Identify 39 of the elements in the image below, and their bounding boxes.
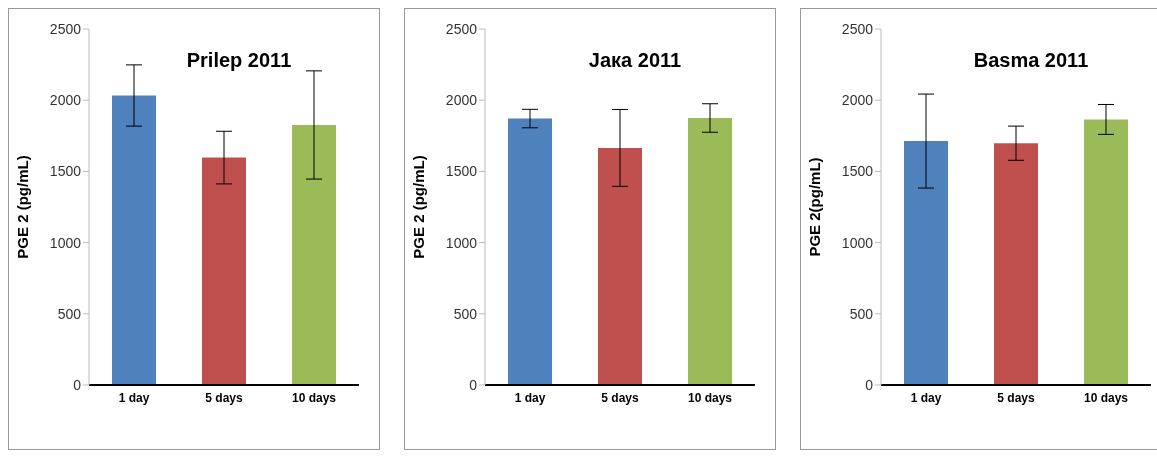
y-tick-label: 2500 — [49, 20, 82, 37]
bar — [688, 118, 732, 385]
y-tick-label: 0 — [865, 376, 874, 393]
y-axis-title: PGE 2 (pg/mL) — [410, 155, 428, 259]
bar — [112, 95, 156, 385]
y-tick-label: 1000 — [841, 234, 874, 251]
y-tick-label: 0 — [469, 376, 478, 393]
text: Prilep 2011 — [185, 49, 293, 72]
y-tick-label: 2500 — [445, 20, 478, 37]
text: Basma 2011 — [972, 49, 1090, 72]
y-tick-label: 500 — [453, 305, 478, 322]
y-tick-label: 2500 — [841, 20, 874, 37]
x-tick-label: 10 days — [687, 390, 733, 405]
x-tick-label: 5 days — [205, 390, 244, 405]
y-tick-label: 2000 — [49, 92, 82, 109]
y-tick-label: 1500 — [841, 163, 874, 180]
bar — [292, 124, 336, 385]
y-axis-title: PGE 2(pg/mL) — [806, 157, 824, 257]
x-tick-label: 5 days — [601, 390, 640, 405]
y-tick-label: 1000 — [445, 234, 478, 251]
bar — [202, 157, 246, 385]
y-axis-title: PGE 2 (pg/mL) — [14, 155, 32, 259]
y-tick-label: 1500 — [445, 163, 478, 180]
y-tick-label: 0 — [73, 376, 82, 393]
x-tick-label: 1 day — [514, 390, 546, 405]
text: Јака 2011 — [587, 49, 683, 72]
y-tick-label: 500 — [849, 305, 874, 322]
x-tick-label: 10 days — [1083, 390, 1129, 405]
x-tick-label: 5 days — [997, 390, 1036, 405]
x-tick-label: 1 day — [118, 390, 150, 405]
x-tick-label: 10 days — [291, 390, 337, 405]
y-tick-label: 1500 — [49, 163, 82, 180]
y-tick-label: 2000 — [841, 92, 874, 109]
y-tick-label: 1000 — [49, 234, 82, 251]
bar — [508, 118, 552, 385]
bar — [598, 147, 642, 385]
y-tick-label: 2000 — [445, 92, 478, 109]
x-tick-label: 1 day — [910, 390, 942, 405]
y-tick-label: 500 — [57, 305, 82, 322]
